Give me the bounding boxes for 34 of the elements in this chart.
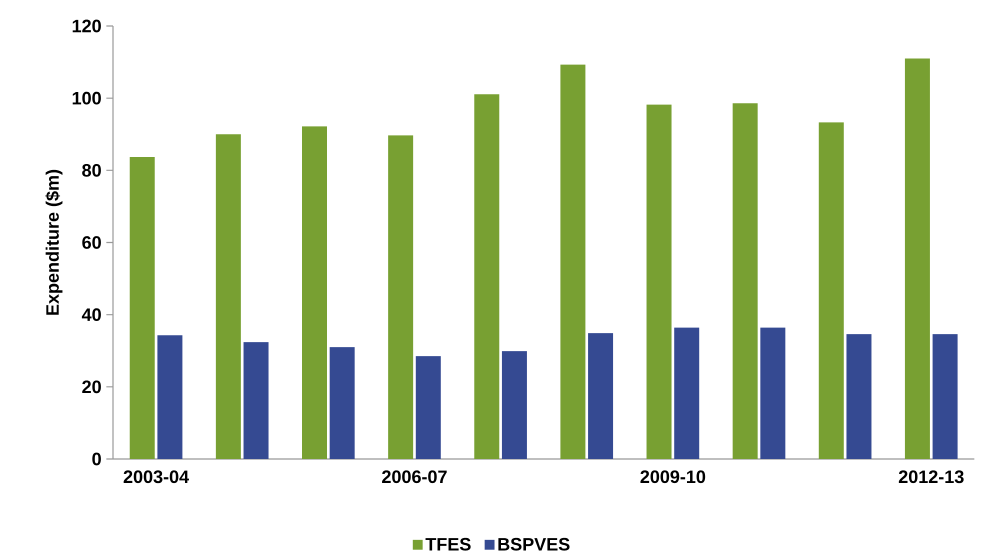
bar — [474, 94, 500, 460]
y-tick-label: 0 — [92, 452, 101, 466]
bar — [388, 135, 414, 460]
bar — [818, 122, 844, 460]
y-tick-label: 40 — [82, 308, 101, 322]
bar — [216, 134, 241, 460]
bar — [560, 64, 586, 460]
x-tick-label: 2006-07 — [382, 470, 447, 484]
bar — [130, 157, 155, 460]
y-tick-label: 80 — [82, 164, 101, 177]
y-tick-label: 20 — [82, 380, 101, 394]
bar — [502, 351, 527, 460]
legend-label: TFES — [426, 538, 471, 551]
y-tick-label: 100 — [72, 92, 101, 105]
bar — [302, 126, 328, 460]
bar — [732, 103, 758, 460]
bar — [646, 104, 672, 460]
bar — [846, 334, 872, 460]
legend-label: BSPVES — [498, 538, 570, 551]
bar — [588, 333, 614, 460]
bar — [416, 356, 441, 460]
y-tick-label: 120 — [72, 20, 101, 32]
x-tick-label: 2012-13 — [898, 470, 964, 484]
bar — [157, 335, 182, 460]
y-axis-title: Expenditure ($m) — [45, 170, 62, 315]
bar — [932, 334, 958, 460]
bar — [330, 347, 355, 460]
y-tick-label: 60 — [82, 236, 101, 249]
x-tick-label: 2009-10 — [640, 470, 706, 484]
bar — [244, 342, 269, 460]
bar — [904, 58, 930, 460]
x-tick-label: 2003-04 — [124, 470, 189, 484]
bar — [760, 328, 786, 460]
bar — [674, 328, 700, 460]
